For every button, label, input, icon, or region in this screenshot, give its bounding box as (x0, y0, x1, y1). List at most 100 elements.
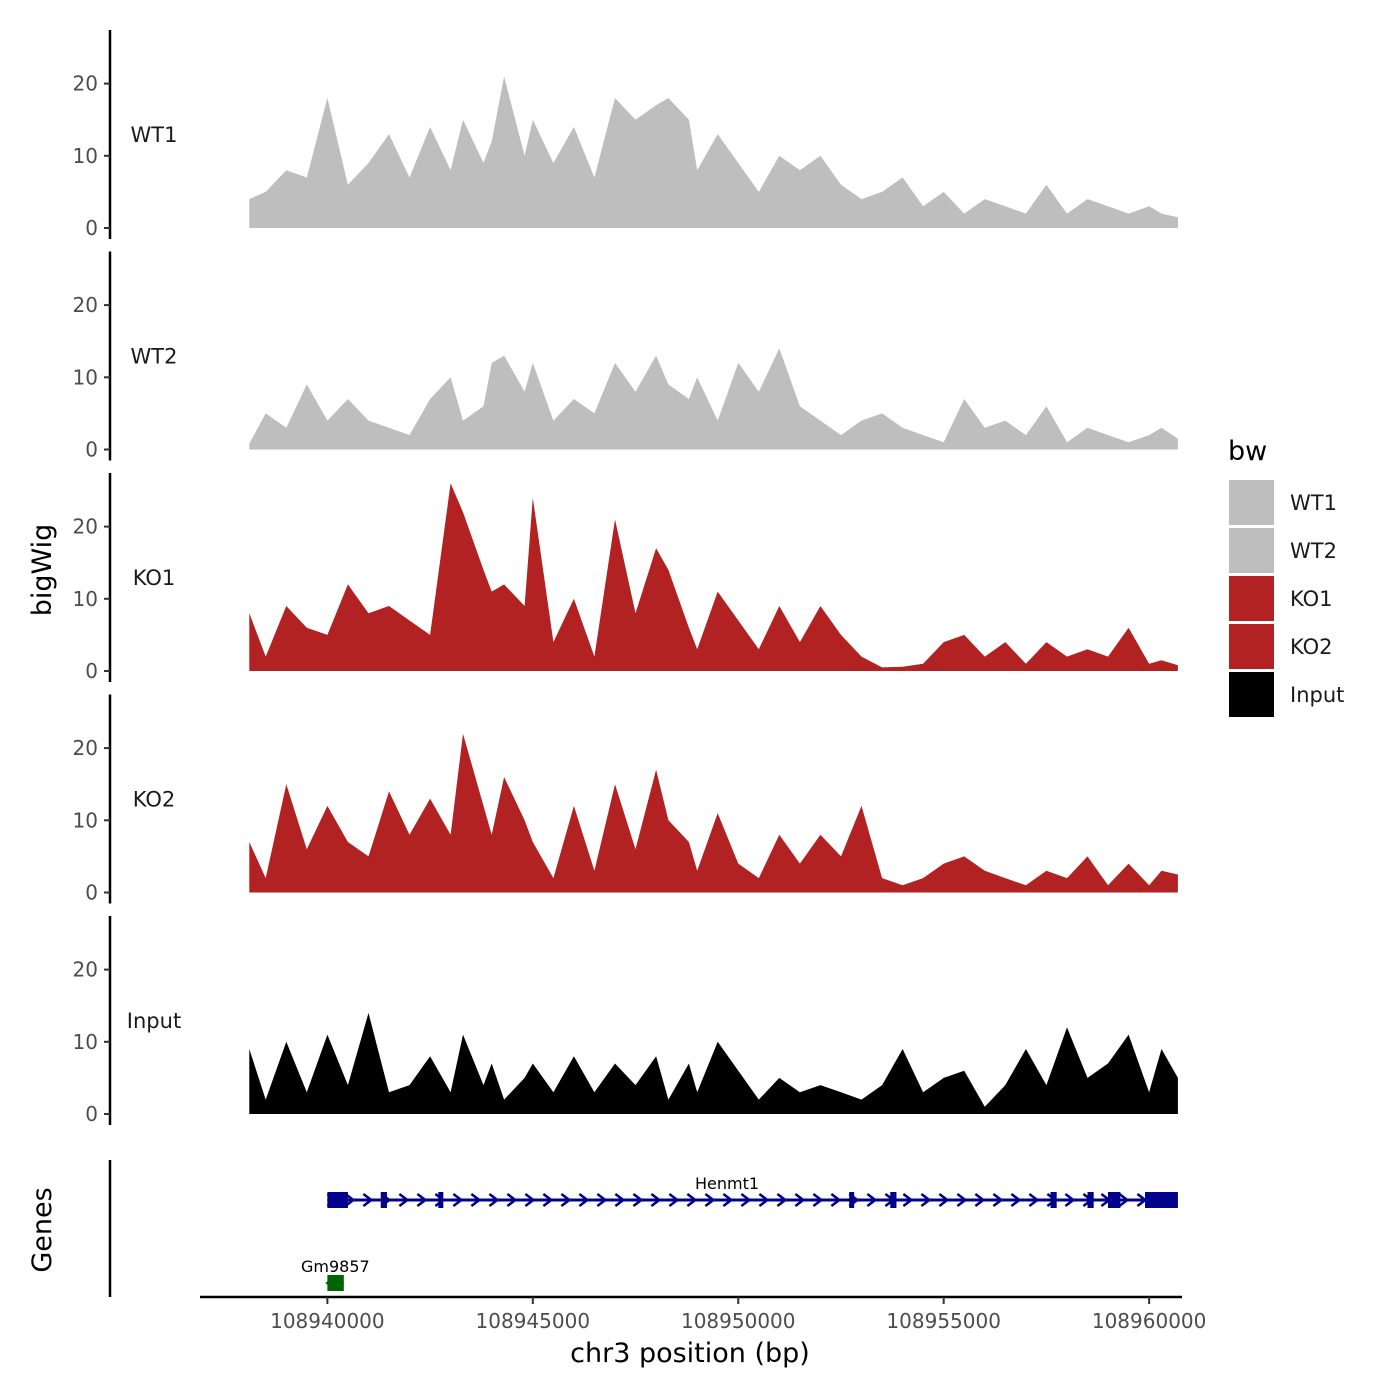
legend-swatch (1229, 480, 1274, 525)
strand-chevron (614, 1193, 626, 1207)
legend-item-wt2: WT2 (1229, 528, 1337, 573)
legend: bw WT1 WT2 KO1 KO2 Input (1228, 436, 1344, 717)
strand-chevron (1028, 1193, 1040, 1207)
strand-chevron (524, 1193, 536, 1207)
genes-axis-title: Genes (27, 1187, 58, 1272)
gene-henmt1: Henmt1 (326, 1174, 1178, 1208)
gene-exon (1145, 1192, 1178, 1208)
x-axis: 108940000 108945000 108950000 108955000 1089… (200, 1295, 1207, 1333)
strand-chevron (416, 1193, 428, 1207)
strand-chevron (686, 1193, 698, 1207)
coverage-area-wt1 (249, 76, 1178, 229)
strand-chevron (758, 1193, 770, 1207)
legend-label: KO2 (1290, 635, 1333, 659)
track-label: WT2 (131, 345, 178, 369)
coverage-area-ko2 (249, 733, 1178, 893)
legend-item-wt1: WT1 (1229, 480, 1337, 525)
y-tick-label: 0 (85, 659, 98, 683)
legend-label: WT1 (1290, 491, 1337, 515)
strand-chevron (740, 1193, 752, 1207)
strand-chevron (362, 1193, 374, 1207)
gene-exon (327, 1275, 344, 1291)
strand-chevron (434, 1193, 446, 1207)
y-tick-label: 20 (73, 72, 98, 96)
legend-item-input: Input (1229, 672, 1344, 717)
strand-chevron (938, 1193, 950, 1207)
coverage-area-wt2 (249, 348, 1178, 450)
legend-swatch (1229, 672, 1274, 717)
strand-chevron (1010, 1193, 1022, 1207)
y-tick-label: 20 (73, 515, 98, 539)
strand-chevron (488, 1193, 500, 1207)
gene-exon (849, 1192, 855, 1208)
y-tick-label: 0 (85, 1102, 98, 1126)
y-tick-label: 10 (73, 587, 98, 611)
gene-name-label: Henmt1 (695, 1174, 759, 1193)
gene-gm9857: Gm9857 (301, 1257, 370, 1291)
gene-exon (890, 1192, 897, 1208)
strand-chevron (794, 1193, 806, 1207)
y-tick-label: 10 (73, 808, 98, 832)
strand-chevron (920, 1193, 932, 1207)
y-tick-label: 10 (73, 144, 98, 168)
strand-chevron (1064, 1193, 1076, 1207)
y-axis-title: bigWig (27, 524, 58, 617)
legend-label: KO1 (1290, 587, 1333, 611)
strand-chevron (956, 1193, 968, 1207)
x-axis-title: chr3 position (bp) (570, 1338, 810, 1369)
strand-chevron (830, 1193, 842, 1207)
legend-swatch (1229, 576, 1274, 621)
strand-chevron (344, 1193, 356, 1207)
strand-chevron (1118, 1193, 1130, 1207)
track-label: KO2 (133, 788, 176, 812)
strand-chevron (596, 1193, 608, 1207)
track-input: 0 10 20 Input (73, 916, 1178, 1126)
strand-chevron (704, 1193, 716, 1207)
strand-chevron (452, 1193, 464, 1207)
y-tick-label: 0 (85, 881, 98, 905)
legend-item-ko1: KO1 (1229, 576, 1333, 621)
strand-chevron (722, 1193, 734, 1207)
strand-chevron (560, 1193, 572, 1207)
track-ko1: 0 10 20 KO1 (73, 473, 1178, 683)
track-label: WT1 (131, 123, 178, 147)
legend-title: bw (1228, 436, 1267, 467)
strand-chevron (812, 1193, 824, 1207)
legend-item-ko2: KO2 (1229, 624, 1333, 669)
coverage-area-ko1 (249, 483, 1178, 671)
y-tick-label: 20 (73, 958, 98, 982)
strand-chevron (398, 1193, 410, 1207)
track-label: KO1 (133, 566, 176, 590)
strand-chevron (542, 1193, 554, 1207)
gene-exon (1050, 1192, 1057, 1208)
x-tick-label: 108960000 (1092, 1309, 1207, 1333)
strand-chevron (668, 1193, 680, 1207)
strand-chevron (902, 1193, 914, 1207)
track-wt1: 0 10 20 WT1 (73, 30, 1178, 240)
y-tick-label: 10 (73, 365, 98, 389)
strand-chevron (992, 1193, 1004, 1207)
coverage-area-input (249, 1012, 1178, 1114)
gene-exon (1108, 1192, 1121, 1208)
gene-exon (327, 1192, 348, 1208)
gene-exon (1087, 1192, 1094, 1208)
y-tick-label: 10 (73, 1030, 98, 1054)
strand-chevron (578, 1193, 590, 1207)
track-wt2: 0 10 20 WT2 (73, 251, 1178, 462)
gene-annotation-track: Henmt1 Gm9857 (108, 1160, 1178, 1297)
x-tick-label: 108945000 (476, 1309, 591, 1333)
y-tick-label: 0 (85, 438, 98, 462)
strand-chevron (866, 1193, 878, 1207)
y-tick-label: 0 (85, 216, 98, 240)
gene-exon (380, 1192, 387, 1208)
x-tick-label: 108955000 (886, 1309, 1001, 1333)
legend-label: WT2 (1290, 539, 1337, 563)
legend-swatch (1229, 528, 1274, 573)
coverage-tracks: 0 10 20 WT1 0 10 20 WT2 0 10 20 KO1 0 10 20 KO2 0 10 20 Inp… (73, 30, 1178, 1126)
y-tick-label: 20 (73, 736, 98, 760)
x-tick-label: 108950000 (681, 1309, 796, 1333)
strand-chevron (506, 1193, 518, 1207)
legend-swatch (1229, 624, 1274, 669)
strand-chevron (650, 1193, 662, 1207)
